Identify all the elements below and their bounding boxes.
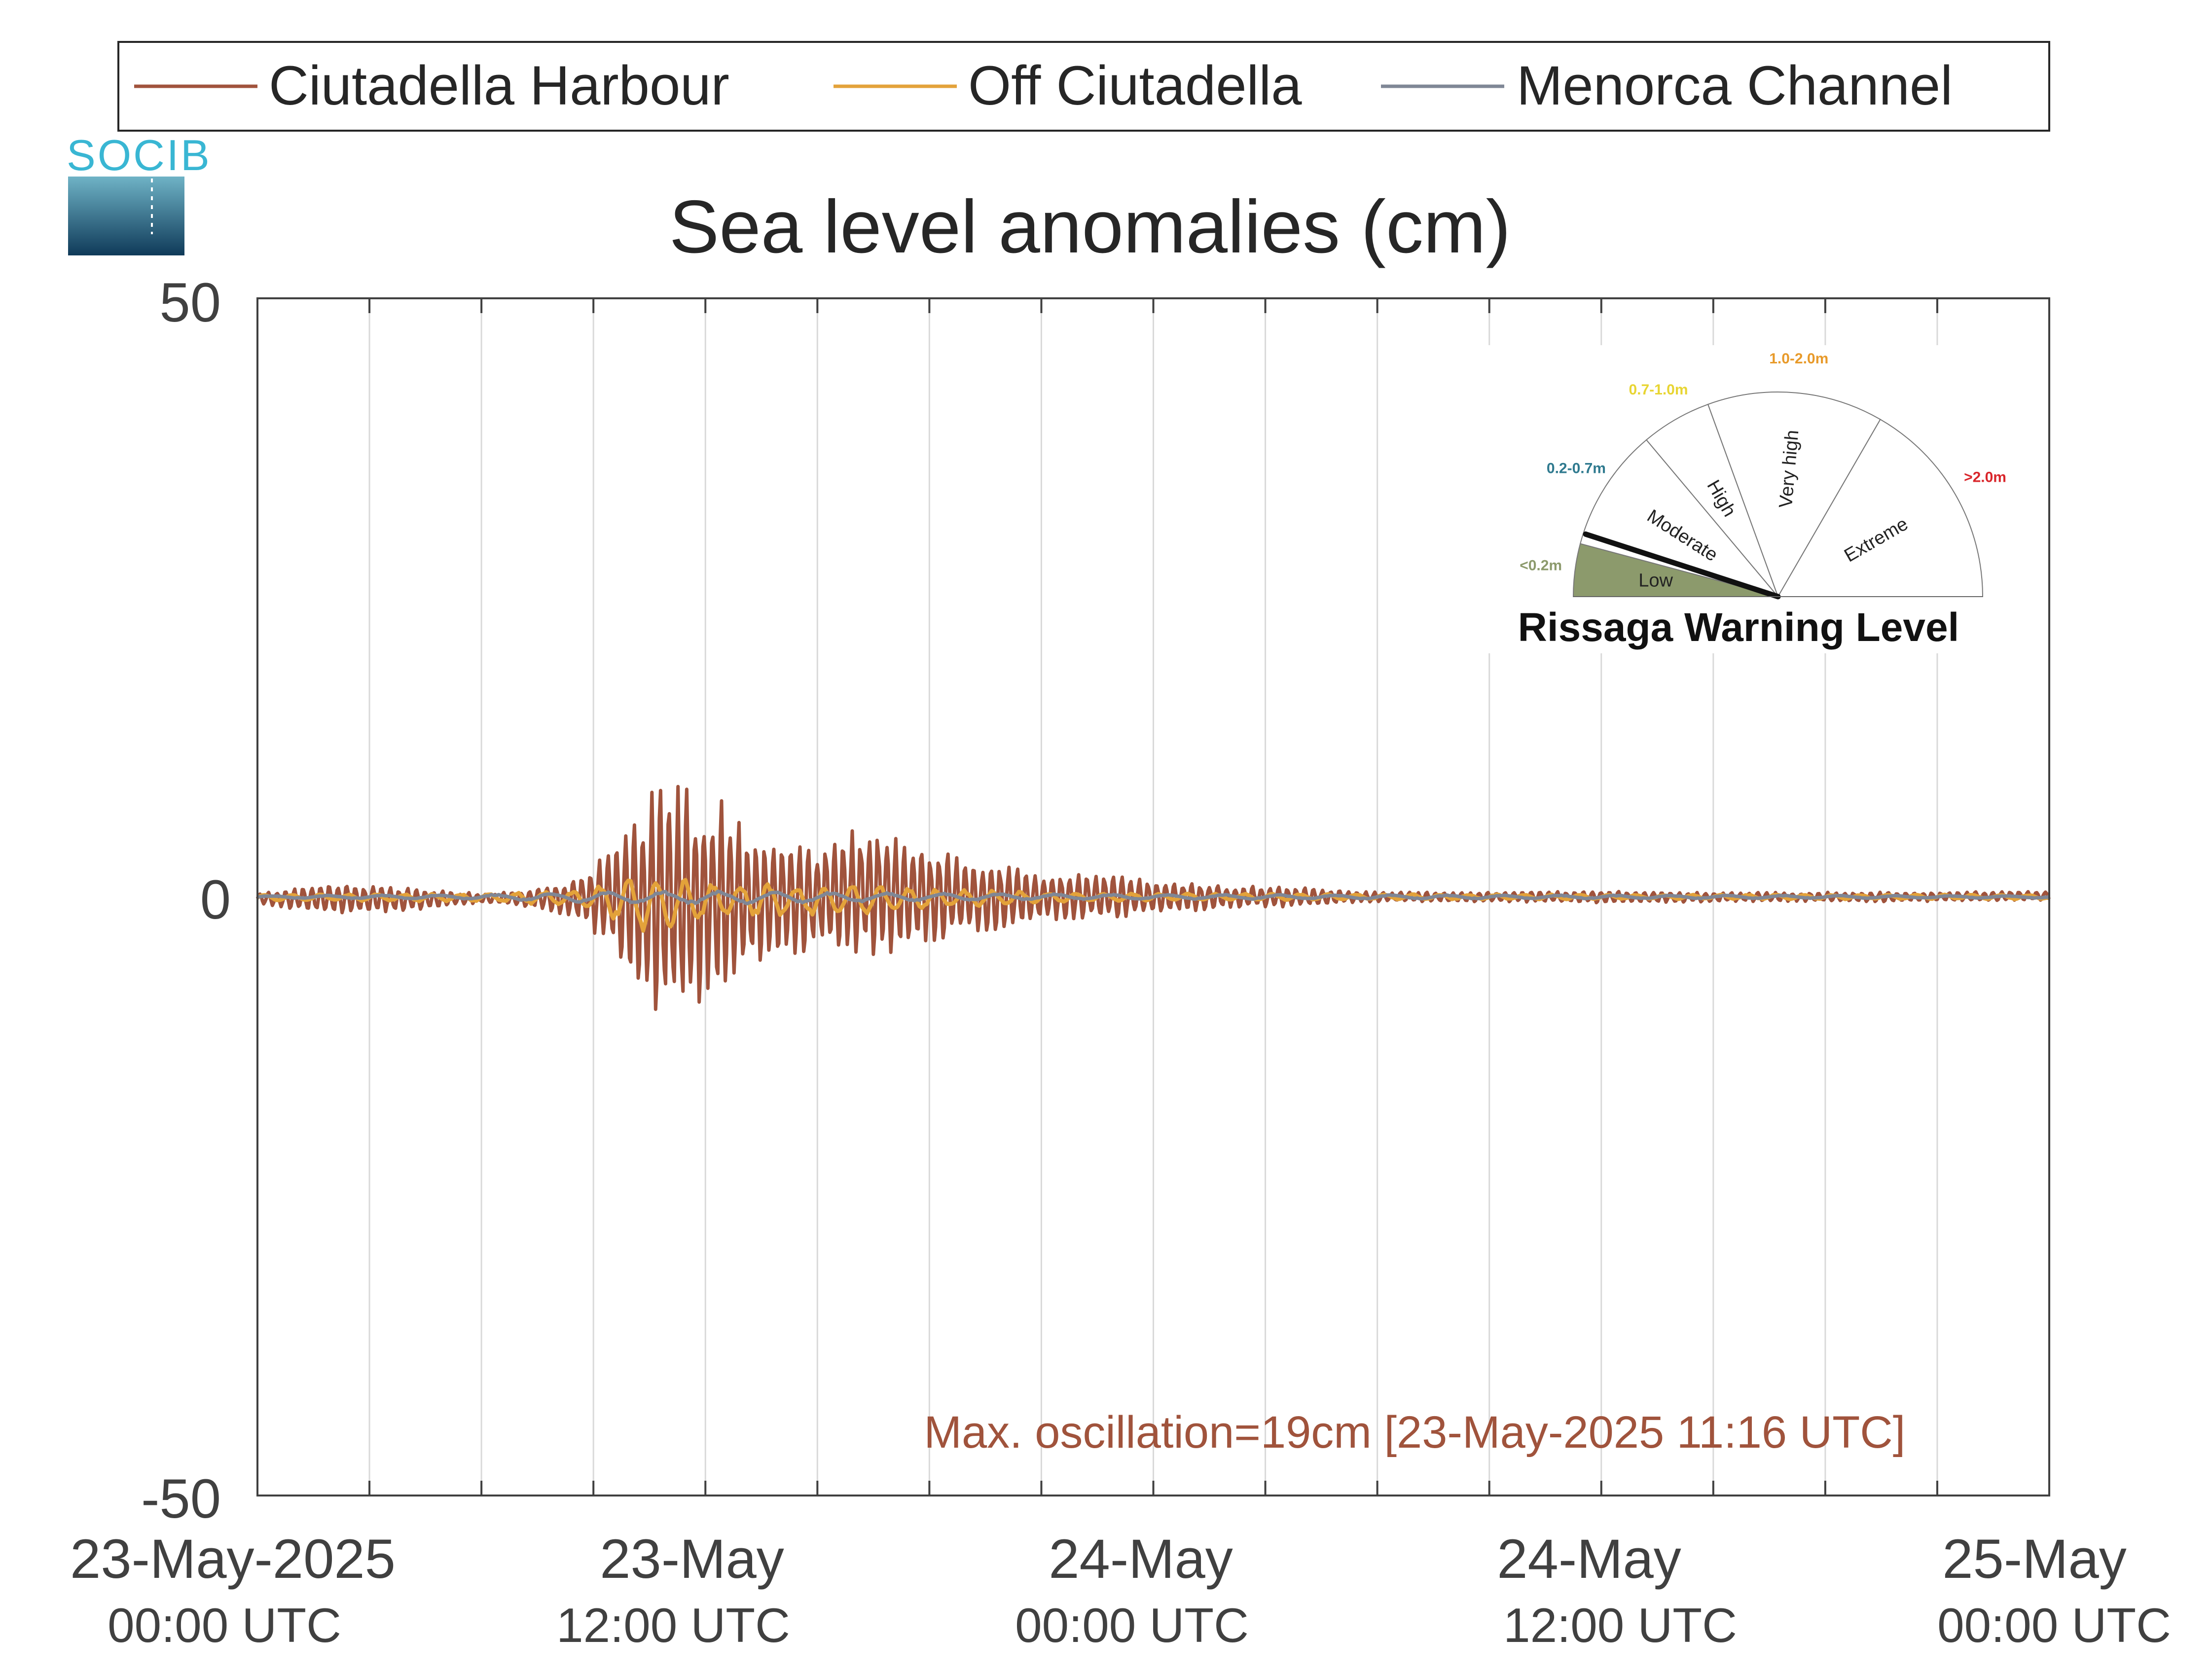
x-tick-label-3: 24-May: [1497, 1528, 1681, 1590]
x-tick-label-1: 23-May: [600, 1528, 784, 1590]
y-tick-label-zero: 0: [200, 869, 231, 930]
series-layer: [255, 784, 2051, 1011]
legend-label-off-ciutadella: Off Ciutadella: [968, 55, 1302, 116]
legend: Ciutadella Harbour Off Ciutadella Menorc…: [117, 41, 2050, 132]
x-tick-label-4: 25-May: [1942, 1528, 2126, 1590]
gauge-range-label: 1.0-2.0m: [1769, 351, 1828, 367]
x-tick-label-2: 24-May: [1049, 1528, 1233, 1590]
rissaga-warning-gauge: Low<0.2m Moderate0.2-0.7mHigh0.7-1.0mVery…: [1487, 345, 2020, 653]
series-menorca-channel: [257, 890, 2050, 905]
chart-title: Sea level anomalies (cm): [669, 185, 1511, 269]
x-tick-sublabel-0: 00:00 UTC: [108, 1598, 341, 1652]
y-axis: 50 0 -50: [141, 272, 231, 1530]
legend-box: [117, 41, 2050, 132]
x-axis: 23-May-2025 00:00 UTC 23-May 12:00 UTC 2…: [70, 1528, 2171, 1652]
plot-frame: [256, 297, 2050, 1496]
legend-item-off-ciutadella: Off Ciutadella: [834, 55, 1302, 116]
gauge-sector-high: [1645, 403, 1778, 597]
logo-text: SOCIB: [67, 131, 212, 179]
x-tick-sublabel-4: 00:00 UTC: [1937, 1598, 2171, 1652]
x-tick-sublabel-2: 00:00 UTC: [1015, 1598, 1249, 1652]
gauge-needle: [1583, 531, 1781, 600]
gauge-title: Rissaga Warning Level: [1518, 605, 1959, 650]
gauge-sectors: Low<0.2m Moderate0.2-0.7mHigh0.7-1.0mVery…: [1520, 351, 2006, 600]
y-tick-label-top: 50: [159, 272, 221, 333]
legend-item-ciutadella-harbour: Ciutadella Harbour: [134, 55, 729, 116]
x-tick-sublabel-3: 12:00 UTC: [1503, 1598, 1737, 1652]
gauge-sector-extreme: [1777, 419, 1984, 597]
x-tick-sublabel-1: 12:00 UTC: [556, 1598, 790, 1652]
gauge-sector-label: Low: [1638, 570, 1673, 591]
socib-logo: SOCIB: [67, 131, 212, 255]
legend-label-ciutadella-harbour: Ciutadella Harbour: [269, 55, 729, 116]
gauge-range-label: <0.2m: [1520, 558, 1562, 574]
max-oscillation-annotation: Max. oscillation=19cm [23-May-2025 11:16…: [924, 1407, 1905, 1458]
legend-item-menorca-channel: Menorca Channel: [1381, 55, 1953, 116]
x-tick-label-0: 23-May-2025: [70, 1528, 396, 1590]
gauge-sector-very-high: [1707, 392, 1881, 598]
logo-wave-block: [68, 177, 184, 255]
gauge-range-label: >2.0m: [1964, 469, 2006, 486]
y-tick-label-bottom: -50: [141, 1468, 221, 1530]
legend-label-menorca-channel: Menorca Channel: [1517, 55, 1953, 116]
gauge-range-label: 0.7-1.0m: [1629, 382, 1688, 398]
gauge-range-label: 0.2-0.7m: [1547, 460, 1606, 476]
